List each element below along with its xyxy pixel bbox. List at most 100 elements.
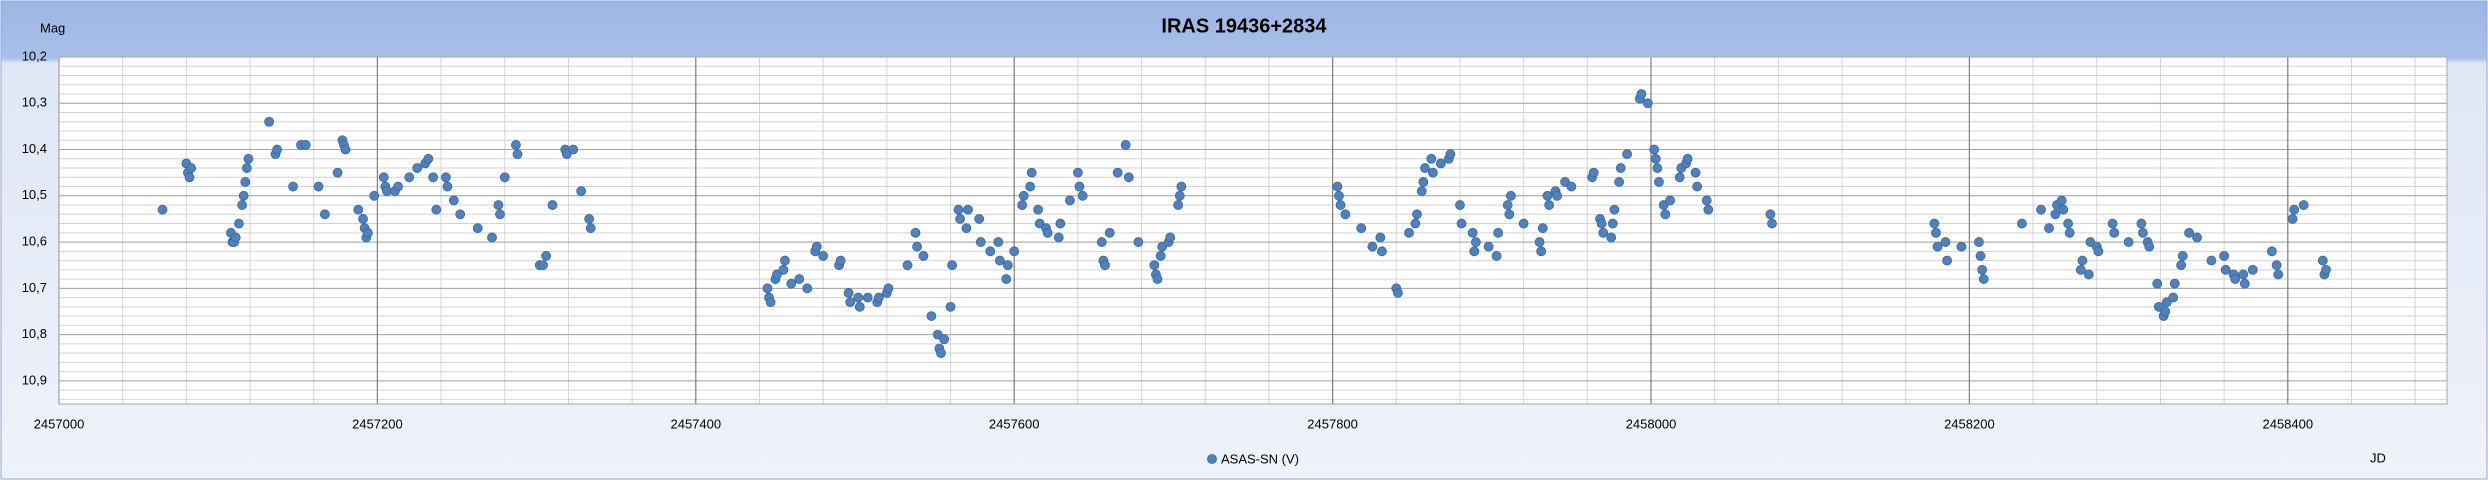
point — [2238, 269, 2249, 280]
point — [1420, 163, 1430, 173]
point — [186, 163, 197, 173]
point — [412, 163, 423, 173]
point — [1334, 190, 1344, 201]
point — [1455, 200, 1465, 210]
point — [910, 227, 921, 238]
point — [1932, 241, 1943, 252]
point — [2168, 292, 2179, 303]
x-tick-label: 2457400 — [670, 416, 721, 431]
point — [584, 214, 595, 224]
point — [1470, 237, 1481, 247]
point — [2266, 246, 2277, 257]
point — [1133, 237, 1144, 247]
point — [1026, 167, 1037, 178]
point — [541, 251, 552, 261]
point — [912, 241, 922, 252]
y-tick-label: 10,4 — [22, 141, 47, 156]
y-axis-label: Mag — [40, 20, 65, 35]
point — [1392, 288, 1403, 298]
point — [2317, 255, 2328, 266]
point — [184, 172, 195, 183]
point — [1767, 218, 1777, 229]
point — [1173, 200, 1184, 210]
point — [1977, 264, 1988, 275]
point — [1077, 190, 1088, 201]
point — [2144, 241, 2155, 252]
point — [1536, 246, 1547, 257]
point — [845, 297, 856, 308]
point — [1404, 227, 1414, 238]
point — [1544, 200, 1555, 210]
point — [918, 251, 929, 261]
point — [2044, 223, 2054, 234]
point — [230, 232, 241, 243]
point — [2083, 269, 2094, 280]
point — [1491, 251, 1502, 261]
y-tick-label: 10,8 — [22, 326, 47, 341]
point — [442, 181, 453, 192]
point — [1469, 246, 1480, 257]
point — [975, 237, 986, 247]
point — [538, 260, 548, 271]
point — [1974, 237, 1984, 247]
point — [1506, 190, 1516, 201]
point — [576, 186, 587, 197]
point — [2152, 278, 2163, 289]
point — [1018, 190, 1029, 201]
chart-title: IRAS 19436+2834 — [1161, 15, 1327, 37]
point — [1055, 218, 1066, 229]
point — [547, 200, 558, 210]
y-tick-label: 10,2 — [22, 48, 47, 63]
point — [428, 172, 439, 183]
point — [2077, 255, 2088, 266]
point — [313, 181, 324, 192]
point — [1598, 227, 1609, 238]
point — [233, 218, 244, 229]
point — [300, 140, 311, 150]
y-tick-label: 10,9 — [22, 372, 47, 387]
point — [1607, 218, 1618, 229]
point — [945, 301, 956, 312]
point — [1123, 172, 1134, 183]
point — [2206, 255, 2217, 266]
y-tick-label: 10,6 — [22, 234, 47, 249]
point — [2271, 260, 2282, 271]
point — [853, 292, 864, 303]
point — [1002, 260, 1013, 271]
y-tick-label: 10,3 — [22, 95, 47, 110]
point — [947, 260, 958, 271]
point — [2177, 251, 2188, 261]
point — [362, 227, 373, 238]
point — [1652, 163, 1663, 173]
point — [2287, 214, 2298, 224]
point — [1518, 218, 1529, 229]
point — [2107, 218, 2118, 229]
point — [1155, 251, 1166, 261]
point — [2093, 246, 2104, 257]
point — [1332, 181, 1343, 192]
point — [1978, 274, 1989, 284]
point — [1654, 177, 1664, 187]
point — [472, 223, 483, 234]
point — [835, 255, 846, 266]
point — [1165, 232, 1176, 243]
point — [1074, 181, 1085, 192]
x-tick-label: 2458400 — [2262, 416, 2313, 431]
point — [241, 163, 252, 173]
point — [873, 292, 884, 303]
point — [843, 288, 854, 298]
point — [818, 251, 829, 261]
point — [1412, 209, 1422, 220]
point — [1504, 209, 1515, 220]
point — [993, 237, 1004, 247]
point — [358, 214, 368, 224]
point — [1025, 181, 1036, 192]
point — [1174, 190, 1185, 201]
point — [1042, 227, 1053, 238]
point — [1690, 167, 1701, 178]
point — [1033, 204, 1043, 215]
point — [1534, 237, 1545, 247]
point — [1642, 98, 1653, 109]
point — [1606, 232, 1617, 243]
